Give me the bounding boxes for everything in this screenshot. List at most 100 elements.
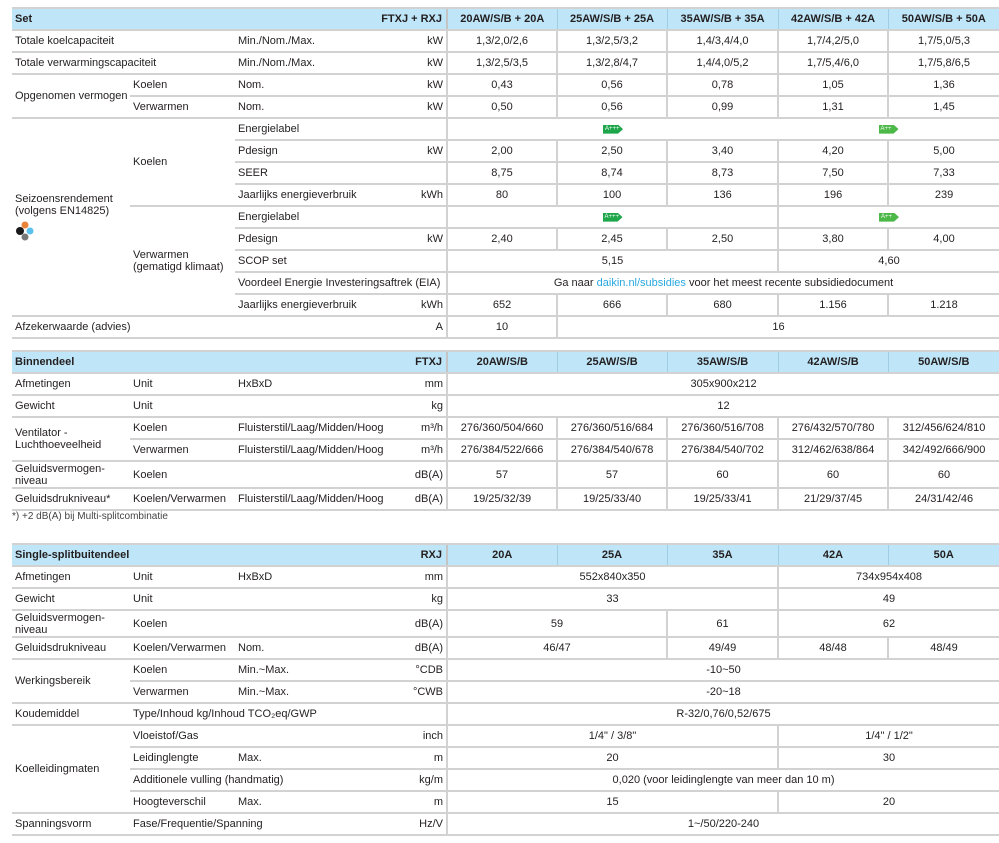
value-cell: 276/360/516/684 bbox=[556, 417, 668, 440]
table-row: Geluidsdrukniveau* Koelen/Verwarmen Flui… bbox=[12, 488, 999, 511]
value-cell: 60 bbox=[887, 461, 999, 489]
value-cell: 0,43 bbox=[446, 74, 558, 97]
row-unit: kg/m bbox=[400, 769, 448, 792]
table-row: Additionele vulling (handmatig) kg/m 0,0… bbox=[12, 769, 999, 792]
row-param: Energielabel bbox=[235, 118, 448, 141]
value-cell: 19/25/33/40 bbox=[556, 488, 668, 511]
value-cell: 57 bbox=[556, 461, 668, 489]
column-header: 42AW/S/B + 42A bbox=[777, 7, 889, 31]
value-cell: 1.156 bbox=[777, 294, 889, 317]
value-cell: 1.218 bbox=[887, 294, 999, 317]
row-unit: dB(A) bbox=[400, 637, 448, 660]
value-cell: -10~50 bbox=[446, 659, 999, 682]
value-cell: 12 bbox=[446, 395, 999, 418]
energy-label-badge: A+++ bbox=[602, 212, 623, 222]
table-row: Verwarmen Nom. kW 0,50 0,56 0,99 1,31 1,… bbox=[12, 96, 999, 119]
table-row: Geluidsdrukniveau Koelen/Verwarmen Nom. … bbox=[12, 637, 999, 660]
energy-label-cell: A++ bbox=[777, 206, 999, 229]
value-cell: 30 bbox=[777, 747, 999, 770]
row-param: Max. bbox=[235, 791, 400, 814]
indoor-unit-spec-table: Binnendeel FTXJ 20AW/S/B 25AW/S/B 35AW/S… bbox=[12, 350, 999, 511]
row-unit: m³/h bbox=[400, 417, 448, 440]
row-sublabel: Koelen bbox=[130, 74, 235, 97]
row-unit: kWh bbox=[400, 294, 448, 317]
table-title: Single-splitbuitendeel bbox=[12, 543, 130, 567]
value-cell: 3,80 bbox=[777, 228, 889, 251]
value-cell: 60 bbox=[777, 461, 889, 489]
value-cell: 0,020 (voor leidinglengte van meer dan 1… bbox=[446, 769, 999, 792]
row-sublabel: Koelen bbox=[130, 417, 235, 440]
row-sublabel: Unit bbox=[130, 395, 235, 418]
group-label-line: Luchthoeveelheid bbox=[15, 439, 102, 451]
subsidy-link[interactable]: daikin.nl/subsidies bbox=[596, 277, 686, 289]
column-header: 35AW/S/B bbox=[666, 350, 779, 374]
column-header: 50AW/S/B + 50A bbox=[887, 7, 999, 31]
value-cell: 0,56 bbox=[556, 96, 668, 119]
table-row: SEER 8,75 8,74 8,73 7,50 7,33 bbox=[12, 162, 999, 185]
row-label: Koudemiddel bbox=[12, 703, 130, 726]
subgroup-label: Koelen bbox=[130, 118, 235, 207]
value-cell: 0,78 bbox=[666, 74, 779, 97]
value-cell: 8,74 bbox=[556, 162, 668, 185]
table-row: Hoogteverschil Max. m 15 20 bbox=[12, 791, 999, 814]
row-param: Jaarlijks energieverbruik bbox=[235, 294, 400, 317]
row-sublabel: Unit bbox=[130, 588, 235, 611]
table-row: Gewicht Unit kg 33 49 bbox=[12, 588, 999, 611]
table-row: Afzekerwaarde (advies) A 10 16 bbox=[12, 316, 999, 339]
value-cell: 2,45 bbox=[556, 228, 668, 251]
table-row: Totale koelcapaciteit Min./Nom./Max. kW … bbox=[12, 30, 999, 53]
row-label-line: niveau bbox=[15, 623, 48, 636]
value-cell: 666 bbox=[556, 294, 668, 317]
table-row: Totale verwarmingscapaciteit Min./Nom./M… bbox=[12, 52, 999, 75]
column-header: 25A bbox=[556, 543, 668, 567]
value-cell: 1,3/2,8/4,7 bbox=[556, 52, 668, 75]
set-spec-table: Set FTXJ + RXJ 20AW/S/B + 20A 25AW/S/B +… bbox=[12, 7, 999, 339]
value-cell: 1~/50/220-240 bbox=[446, 813, 999, 836]
row-param bbox=[235, 588, 400, 611]
value-cell: 20 bbox=[446, 747, 779, 770]
value-cell: 2,40 bbox=[446, 228, 558, 251]
value-cell: 49 bbox=[777, 588, 999, 611]
table-row: Afmetingen Unit HxBxD mm 305x900x212 bbox=[12, 373, 999, 396]
row-param: SEER bbox=[235, 162, 448, 185]
table-row: Gewicht Unit kg 12 bbox=[12, 395, 999, 418]
value-cell: 1,36 bbox=[887, 74, 999, 97]
row-unit: kg bbox=[400, 588, 448, 611]
energy-label-badge: A++ bbox=[879, 212, 900, 222]
energy-label-badge: A+++ bbox=[603, 124, 624, 134]
table-row: Verwarmen (gematigd klimaat) Energielabe… bbox=[12, 206, 999, 317]
value-cell: 136 bbox=[666, 184, 779, 207]
value-cell: 62 bbox=[777, 610, 999, 638]
value-cell: 1,3/2,0/2,6 bbox=[446, 30, 558, 53]
row-sublabel: Koelen/Verwarmen bbox=[130, 488, 235, 511]
value-cell: 1,31 bbox=[777, 96, 889, 119]
column-header: 50AW/S/B bbox=[887, 350, 999, 374]
value-cell: 196 bbox=[777, 184, 889, 207]
row-param: Pdesign bbox=[235, 140, 400, 163]
value-cell: 0,99 bbox=[666, 96, 779, 119]
value-cell: 652 bbox=[446, 294, 558, 317]
row-label: Afmetingen bbox=[12, 373, 130, 396]
value-cell: 2,50 bbox=[666, 228, 779, 251]
row-sublabel: Vloeistof/Gas bbox=[130, 725, 400, 748]
value-cell: R-32/0,76/0,52/675 bbox=[446, 703, 999, 726]
value-cell: 1,4/4,0/5,2 bbox=[666, 52, 779, 75]
row-sublabel: Unit bbox=[130, 373, 235, 396]
value-cell: 1/4" / 3/8" bbox=[446, 725, 779, 748]
column-header: 42AW/S/B bbox=[777, 350, 889, 374]
row-param: Min.~Max. bbox=[235, 659, 400, 682]
value-cell: 5,15 bbox=[446, 250, 779, 273]
model-series: FTXJ bbox=[130, 350, 448, 374]
value-cell: 305x900x212 bbox=[446, 373, 999, 396]
row-sublabel: Unit bbox=[130, 566, 235, 589]
energy-label-cell: A+++ bbox=[446, 118, 779, 141]
column-header: 20A bbox=[446, 543, 558, 567]
column-header: 25AW/S/B + 25A bbox=[556, 7, 668, 31]
row-sublabel: Koelen bbox=[130, 659, 235, 682]
subsidy-text: voor het meest recente subsidiedocument bbox=[685, 277, 894, 289]
value-cell: 276/384/540/678 bbox=[556, 439, 668, 462]
row-param bbox=[235, 461, 400, 489]
table-row: Opgenomen vermogen Koelen Nom. kW 0,43 0… bbox=[12, 74, 999, 119]
subsidy-note: Ga naar daikin.nl/subsidies voor het mee… bbox=[446, 272, 999, 295]
value-cell: 0,56 bbox=[556, 74, 668, 97]
